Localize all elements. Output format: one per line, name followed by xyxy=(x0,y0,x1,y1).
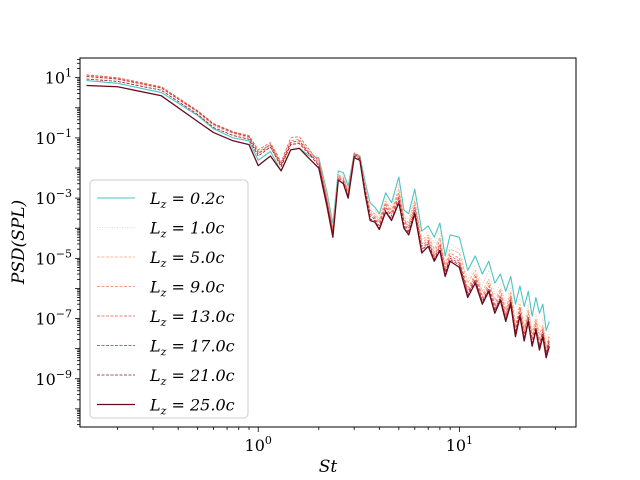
legend-label-rest: = 21.0c xyxy=(166,366,234,385)
legend-label-8: Lz = 25.0c xyxy=(149,396,235,418)
legend-label-main: L xyxy=(149,248,161,267)
legend-label-subscript: z xyxy=(160,405,167,418)
legend-label-rest: = 13.0c xyxy=(166,307,234,326)
legend-label-7: Lz = 21.0c xyxy=(149,366,235,388)
legend-label-main: L xyxy=(149,278,161,297)
legend-label-subscript: z xyxy=(160,375,167,388)
x-tick-label: 101 xyxy=(446,434,473,455)
y-tick-label: 10−5 xyxy=(35,247,72,268)
legend-label-main: L xyxy=(149,219,161,238)
legend-label-main: L xyxy=(149,396,161,415)
y-tick-label: 10−9 xyxy=(35,368,72,389)
legend-label-subscript: z xyxy=(160,228,167,241)
legend-label-subscript: z xyxy=(160,198,167,211)
legend-label-rest: = 17.0c xyxy=(166,337,234,356)
plot-frame xyxy=(79,57,577,428)
y-tick-label: 10−7 xyxy=(35,308,72,329)
legend-label-rest: = 0.2c xyxy=(166,189,224,208)
x-tick-base: 10 xyxy=(446,436,466,455)
series-layer xyxy=(86,74,550,359)
y-tick-label: 10−1 xyxy=(35,127,72,148)
legend-label-rest: = 25.0c xyxy=(166,396,234,415)
y-axis-title: PSD(SPL) xyxy=(9,200,29,285)
legend-label-1: Lz = 0.2c xyxy=(149,189,224,211)
x-axis-title: St xyxy=(319,457,338,477)
legend-label-subscript: z xyxy=(160,316,167,329)
x-tick-base: 10 xyxy=(245,436,265,455)
y-tick-exponent: −9 xyxy=(56,368,72,381)
legend-label-main: L xyxy=(149,337,161,356)
legend-label-2: Lz = 1.0c xyxy=(149,219,224,241)
legend-label-main: L xyxy=(149,189,161,208)
legend-label-subscript: z xyxy=(160,346,167,359)
y-tick-base: 10 xyxy=(45,69,65,88)
y-tick-exponent: −1 xyxy=(56,127,72,140)
y-tick-base: 10 xyxy=(35,310,55,329)
legend-label-main: L xyxy=(149,307,161,326)
legend-label-6: Lz = 17.0c xyxy=(149,337,235,359)
y-tick-exponent: 1 xyxy=(65,67,72,80)
y-tick-exponent: −5 xyxy=(56,247,72,260)
y-tick-base: 10 xyxy=(35,129,55,148)
y-tick-base: 10 xyxy=(35,189,55,208)
legend-label-rest: = 5.0c xyxy=(166,248,224,267)
x-axis: 100 101 xyxy=(117,427,556,455)
series-line-4 xyxy=(86,74,550,350)
y-tick-exponent: −3 xyxy=(56,187,72,200)
x-tick-exponent: 1 xyxy=(466,434,473,447)
y-tick-base: 10 xyxy=(35,249,55,268)
legend-label-4: Lz = 9.0c xyxy=(149,278,224,300)
legend-box xyxy=(89,179,249,419)
y-tick-label: 101 xyxy=(45,67,72,88)
x-tick-exponent: 0 xyxy=(265,434,272,447)
legend-label-3: Lz = 5.0c xyxy=(149,248,224,270)
legend-label-main: L xyxy=(149,366,161,385)
x-tick-label: 100 xyxy=(245,434,272,455)
legend-label-5: Lz = 13.0c xyxy=(149,307,235,329)
legend-label-subscript: z xyxy=(160,287,167,300)
legend-label-rest: = 9.0c xyxy=(166,278,224,297)
legend-label-rest: = 1.0c xyxy=(166,219,224,238)
series-line-8 xyxy=(86,84,550,359)
y-tick-exponent: −7 xyxy=(56,308,72,321)
legend-label-subscript: z xyxy=(160,257,167,270)
y-tick-label: 10−3 xyxy=(35,187,72,208)
y-tick-base: 10 xyxy=(35,370,55,389)
